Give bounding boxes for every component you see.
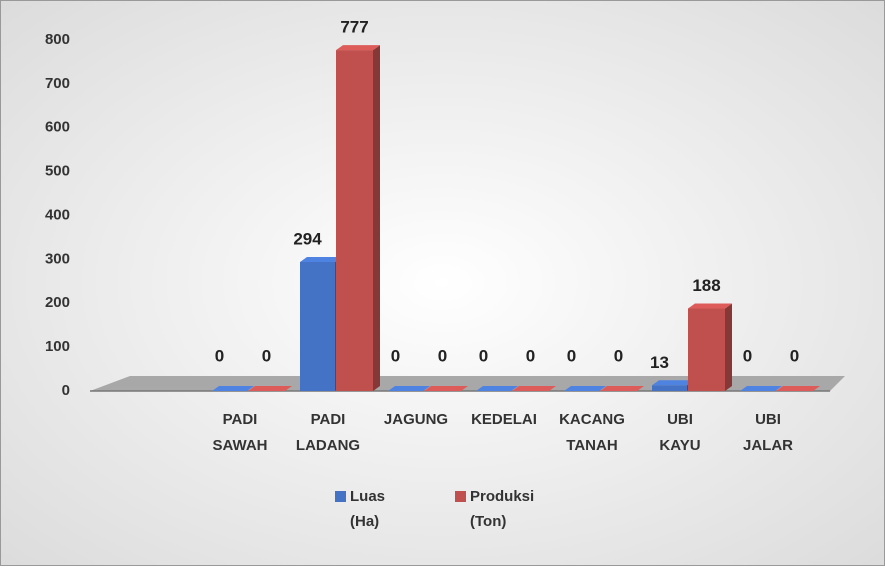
x-tick-label: PADI LADANG — [296, 411, 360, 454]
bar-top — [688, 303, 732, 309]
bar-front — [688, 308, 725, 391]
bar-front — [336, 50, 373, 392]
y-tick-label: 800 — [45, 31, 70, 48]
data-label: 0 — [479, 346, 488, 365]
bar-top — [512, 386, 556, 391]
bar-top — [300, 257, 342, 263]
bar — [652, 380, 694, 391]
legend-label: Luas (Ha) — [350, 488, 385, 530]
bar-top — [336, 45, 380, 51]
x-tick-label: UBI JALAR — [743, 411, 793, 454]
bar-top — [652, 380, 694, 386]
data-label: 0 — [526, 346, 535, 365]
bar — [336, 45, 380, 392]
bar — [388, 386, 430, 391]
y-tick-label: 0 — [62, 382, 70, 399]
bar — [424, 386, 468, 391]
data-label: 0 — [567, 346, 576, 365]
legend-label: Produksi (Ton) — [470, 488, 534, 530]
bar-top — [740, 386, 782, 391]
legend-swatch — [335, 491, 346, 502]
bar-top — [388, 386, 430, 391]
bar-top — [600, 386, 644, 391]
data-label: 0 — [215, 346, 224, 365]
bar-top — [248, 386, 292, 391]
bar-front — [300, 262, 335, 391]
y-tick-label: 200 — [45, 294, 70, 311]
data-label: 0 — [391, 346, 400, 365]
x-tick-label: PADI SAWAH — [212, 411, 267, 454]
x-tick-label: JAGUNG — [384, 411, 448, 428]
data-label: 0 — [438, 346, 447, 365]
bar-top — [564, 386, 606, 391]
bar — [476, 386, 518, 391]
data-label: 188 — [692, 276, 720, 295]
legend-swatch — [455, 491, 466, 502]
bar-front — [652, 385, 687, 391]
bar — [212, 386, 254, 391]
bar — [776, 386, 820, 391]
y-tick-label: 100 — [45, 338, 70, 355]
bar-top — [476, 386, 518, 391]
data-label: 294 — [293, 229, 322, 248]
bar — [740, 386, 782, 391]
y-tick-label: 700 — [45, 75, 70, 92]
data-label: 0 — [790, 346, 799, 365]
bar — [564, 386, 606, 391]
data-label: 777 — [340, 18, 368, 37]
data-label: 0 — [614, 346, 623, 365]
data-label: 13 — [650, 353, 669, 372]
bar — [512, 386, 556, 391]
bar-top — [776, 386, 820, 391]
bar — [688, 303, 732, 391]
bar-top — [424, 386, 468, 391]
y-tick-label: 500 — [45, 163, 70, 180]
x-tick-label: UBI KAYU — [659, 411, 700, 454]
x-tick-label: KACANG TANAH — [559, 411, 625, 454]
data-label: 0 — [262, 346, 271, 365]
bar-top — [212, 386, 254, 391]
bar — [600, 386, 644, 391]
x-tick-label: KEDELAI — [471, 411, 537, 428]
y-tick-label: 400 — [45, 206, 70, 223]
bar — [248, 386, 292, 391]
bar-side — [725, 303, 732, 391]
y-tick-label: 600 — [45, 119, 70, 136]
bar — [300, 257, 342, 391]
y-tick-label: 300 — [45, 250, 70, 267]
bar-side — [373, 45, 380, 392]
data-label: 0 — [743, 346, 752, 365]
